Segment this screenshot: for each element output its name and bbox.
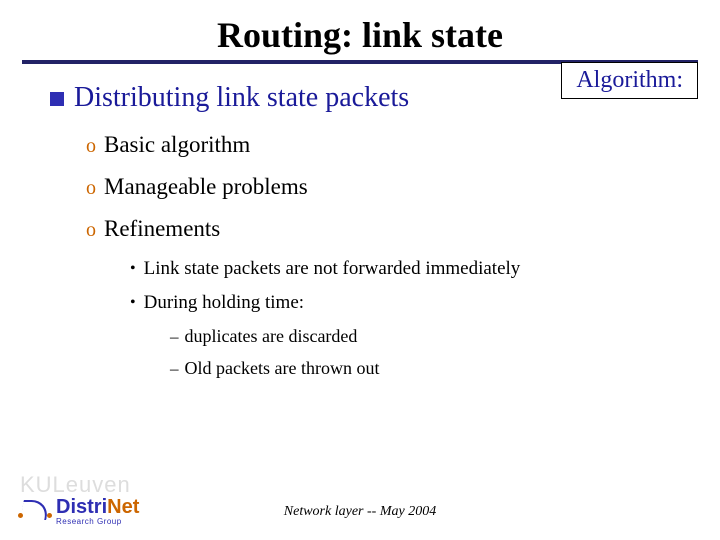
logo: DistriNet Research Group [18, 496, 139, 526]
lvl3-text: Link state packets are not forwarded imm… [144, 258, 521, 280]
bullet-level2: o Manageable problems [86, 174, 670, 202]
bullet-level3: • During holding time: [130, 292, 670, 314]
lvl2-text: Manageable problems [104, 174, 308, 200]
logo-main-a: Distri [56, 496, 107, 518]
square-bullet-icon [50, 92, 64, 106]
lvl2-text: Basic algorithm [104, 132, 250, 158]
content-area: Distributing link state packets o Basic … [0, 64, 720, 380]
lvl3-text: During holding time: [144, 292, 304, 314]
bullet-level4: – Old packets are thrown out [170, 358, 670, 380]
logo-main: DistriNet [56, 497, 139, 517]
lvl4-text: duplicates are discarded [185, 326, 358, 347]
slide-title: Routing: link state [0, 0, 720, 60]
circle-bullet-icon: o [86, 174, 96, 202]
bullet-level2: o Basic algorithm [86, 132, 670, 160]
slide: Routing: link state Algorithm: Distribut… [0, 0, 720, 540]
lvl2-text: Refinements [104, 216, 220, 242]
logo-mark-icon [18, 496, 52, 526]
logo-watermark: KULeuven [20, 472, 131, 498]
dot-bullet-icon: • [130, 258, 136, 280]
dash-bullet-icon: – [170, 326, 179, 348]
logo-text: DistriNet Research Group [56, 497, 139, 526]
bullet-level2: o Refinements [86, 216, 670, 244]
dash-bullet-icon: – [170, 358, 179, 380]
lvl4-text: Old packets are thrown out [185, 358, 380, 379]
bullet-level4: – duplicates are discarded [170, 326, 670, 348]
circle-bullet-icon: o [86, 132, 96, 160]
lvl1-text: Distributing link state packets [74, 82, 409, 114]
bullet-level3: • Link state packets are not forwarded i… [130, 258, 670, 280]
dot-bullet-icon: • [130, 292, 136, 314]
circle-bullet-icon: o [86, 216, 96, 244]
logo-sub: Research Group [56, 518, 139, 526]
algorithm-badge: Algorithm: [561, 62, 698, 99]
logo-main-b: Net [107, 496, 139, 518]
